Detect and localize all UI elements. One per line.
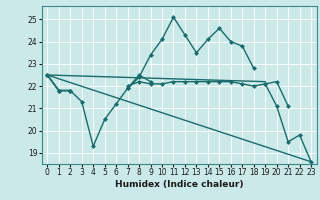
X-axis label: Humidex (Indice chaleur): Humidex (Indice chaleur) bbox=[115, 180, 244, 189]
